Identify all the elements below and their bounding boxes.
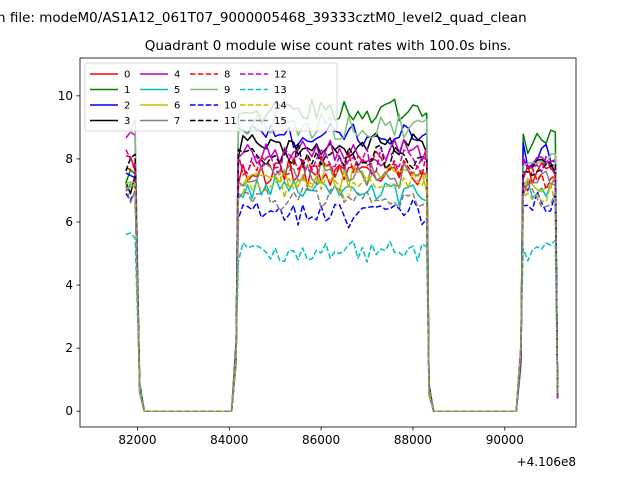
series-line-14 [125, 171, 559, 412]
series-line-8 [125, 149, 559, 412]
y-tick-label: 6 [65, 215, 73, 229]
series-line-15 [125, 181, 559, 412]
x-tick-label: 88000 [394, 433, 432, 447]
legend-label-5: 5 [174, 85, 180, 96]
legend-label-7: 7 [174, 116, 180, 127]
y-tick-label: 4 [65, 278, 73, 292]
legend-label-8: 8 [224, 70, 230, 81]
legend-label-11: 11 [224, 116, 237, 127]
y-tick-label: 0 [65, 404, 73, 418]
series-line-11 [125, 141, 559, 412]
legend-label-9: 9 [224, 85, 230, 96]
legend-label-10: 10 [224, 101, 237, 112]
series-layer [125, 98, 559, 412]
y-axis: 0 2 4 6 8 10 [58, 89, 80, 418]
legend-label-2: 2 [124, 101, 130, 112]
x-tick-label: 84000 [210, 433, 248, 447]
y-tick-label: 10 [58, 89, 73, 103]
plot-frame [79, 57, 577, 428]
figure-suptitle: n file: modeM0/AS1A12_061T07_9000005468_… [0, 10, 527, 26]
legend-label-14: 14 [274, 101, 287, 112]
legend-label-1: 1 [124, 85, 130, 96]
y-tick-label: 8 [65, 152, 73, 166]
legend-label-13: 13 [274, 85, 287, 96]
legend-label-15: 15 [274, 116, 287, 127]
x-tick-label: 86000 [302, 433, 340, 447]
x-offset-label: +4.106e8 [517, 455, 576, 469]
chart-title: Quadrant 0 module wise count rates with … [145, 38, 511, 54]
legend-box [84, 62, 338, 132]
legend-label-0: 0 [124, 70, 130, 81]
x-axis: 82000 84000 86000 88000 90000 [118, 427, 524, 447]
legend-label-3: 3 [124, 116, 130, 127]
legend-label-4: 4 [174, 70, 180, 81]
y-tick-label: 2 [65, 341, 73, 355]
x-tick-label: 82000 [118, 433, 156, 447]
legend-label-6: 6 [174, 101, 180, 112]
x-tick-label: 90000 [486, 433, 524, 447]
legend-label-12: 12 [274, 70, 287, 81]
